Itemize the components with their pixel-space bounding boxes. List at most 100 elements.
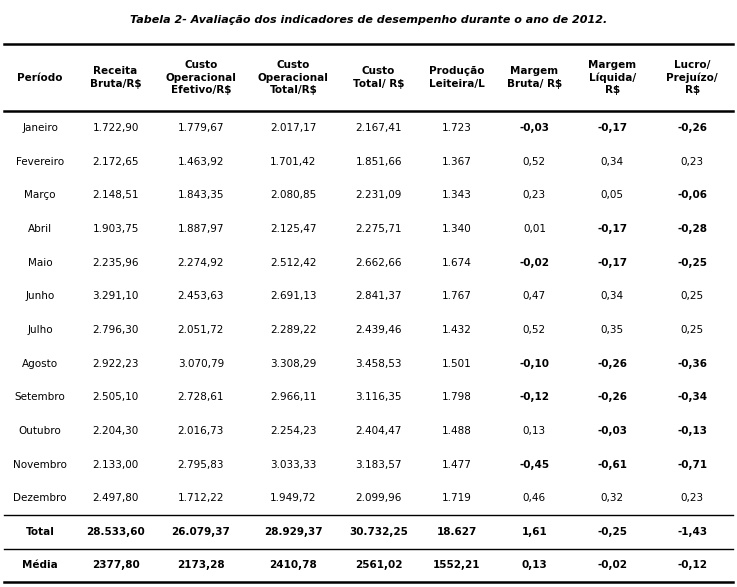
Text: 1.343: 1.343 [441,190,472,200]
Text: Custo
Operacional
Total/R$: Custo Operacional Total/R$ [258,60,329,95]
Text: 2.662,66: 2.662,66 [355,258,402,268]
Text: 30.732,25: 30.732,25 [349,527,408,537]
Text: -0,02: -0,02 [520,258,549,268]
Text: 2.017,17: 2.017,17 [270,123,317,133]
Text: 2.512,42: 2.512,42 [270,258,317,268]
Text: 2.125,47: 2.125,47 [270,224,317,234]
Text: 2.691,13: 2.691,13 [270,291,317,301]
Text: 0,13: 0,13 [523,426,546,436]
Text: -0,10: -0,10 [520,359,549,369]
Text: Média: Média [22,561,58,571]
Text: Novembro: Novembro [13,460,67,470]
Text: -0,26: -0,26 [597,359,627,369]
Text: 1.903,75: 1.903,75 [92,224,139,234]
Text: 3.033,33: 3.033,33 [270,460,317,470]
Text: 2.404,47: 2.404,47 [355,426,402,436]
Text: -0,12: -0,12 [677,561,708,571]
Text: 1.463,92: 1.463,92 [178,157,224,167]
Text: 26.079,37: 26.079,37 [172,527,230,537]
Text: 0,32: 0,32 [601,493,624,503]
Text: -1,43: -1,43 [677,527,708,537]
Text: 2.148,51: 2.148,51 [92,190,139,200]
Text: 1.367: 1.367 [441,157,472,167]
Text: 2.922,23: 2.922,23 [92,359,139,369]
Text: 0,47: 0,47 [523,291,546,301]
Text: 2.728,61: 2.728,61 [178,392,224,402]
Text: Dezembro: Dezembro [13,493,67,503]
Text: 1.488: 1.488 [441,426,472,436]
Text: 2173,28: 2173,28 [177,561,225,571]
Text: 0,23: 0,23 [681,493,704,503]
Text: 2377,80: 2377,80 [91,561,139,571]
Text: 2.254,23: 2.254,23 [270,426,317,436]
Text: 3.308,29: 3.308,29 [270,359,317,369]
Text: Outubro: Outubro [18,426,62,436]
Text: -0,71: -0,71 [677,460,708,470]
Text: 2.795,83: 2.795,83 [178,460,224,470]
Text: -0,28: -0,28 [677,224,708,234]
Text: 1.477: 1.477 [441,460,472,470]
Text: Julho: Julho [27,325,53,335]
Text: Período: Período [18,73,63,83]
Text: 1.949,72: 1.949,72 [270,493,317,503]
Text: -0,17: -0,17 [597,123,627,133]
Text: 0,46: 0,46 [523,493,546,503]
Text: 0,25: 0,25 [681,325,704,335]
Text: 3.183,57: 3.183,57 [355,460,402,470]
Text: 1.701,42: 1.701,42 [270,157,317,167]
Text: 0,52: 0,52 [523,325,546,335]
Text: 2.274,92: 2.274,92 [178,258,224,268]
Text: 0,52: 0,52 [523,157,546,167]
Text: Margem
Bruta/ R$: Margem Bruta/ R$ [507,66,562,89]
Text: 1.340: 1.340 [441,224,472,234]
Text: 2.080,85: 2.080,85 [270,190,317,200]
Text: 18.627: 18.627 [436,527,477,537]
Text: 3.116,35: 3.116,35 [355,392,402,402]
Text: Custo
Operacional
Efetivo/R$: Custo Operacional Efetivo/R$ [165,60,237,95]
Text: -0,12: -0,12 [520,392,549,402]
Text: 28.533,60: 28.533,60 [86,527,145,537]
Text: Setembro: Setembro [15,392,66,402]
Text: 0,05: 0,05 [601,190,624,200]
Text: 2.231,09: 2.231,09 [355,190,402,200]
Text: 1.779,67: 1.779,67 [178,123,224,133]
Text: -0,25: -0,25 [597,527,627,537]
Text: 2.497,80: 2.497,80 [92,493,139,503]
Text: 2.289,22: 2.289,22 [270,325,317,335]
Text: 1.887,97: 1.887,97 [178,224,224,234]
Text: 1.723: 1.723 [441,123,472,133]
Text: 0,35: 0,35 [601,325,624,335]
Text: -0,26: -0,26 [677,123,708,133]
Text: 1.722,90: 1.722,90 [92,123,139,133]
Text: -0,45: -0,45 [520,460,550,470]
Text: -0,17: -0,17 [597,258,627,268]
Text: -0,26: -0,26 [597,392,627,402]
Text: 28.929,37: 28.929,37 [264,527,323,537]
Text: 2.051,72: 2.051,72 [178,325,224,335]
Text: 2.275,71: 2.275,71 [355,224,402,234]
Text: Receita
Bruta/R$: Receita Bruta/R$ [90,66,142,89]
Text: 1.719: 1.719 [441,493,472,503]
Text: 1.851,66: 1.851,66 [355,157,402,167]
Text: Maio: Maio [28,258,52,268]
Text: Agosto: Agosto [22,359,58,369]
Text: 3.070,79: 3.070,79 [178,359,224,369]
Text: 2.099,96: 2.099,96 [355,493,402,503]
Text: -0,36: -0,36 [677,359,708,369]
Text: 0,34: 0,34 [601,291,624,301]
Text: Produção
Leiteira/L: Produção Leiteira/L [429,66,484,89]
Text: 2.841,37: 2.841,37 [355,291,402,301]
Text: Março: Março [24,190,56,200]
Text: 0,23: 0,23 [523,190,546,200]
Text: 2.453,63: 2.453,63 [178,291,224,301]
Text: Custo
Total/ R$: Custo Total/ R$ [353,66,405,89]
Text: 1.843,35: 1.843,35 [178,190,224,200]
Text: -0,03: -0,03 [520,123,549,133]
Text: -0,61: -0,61 [597,460,627,470]
Text: 1.674: 1.674 [441,258,472,268]
Text: 1.432: 1.432 [441,325,472,335]
Text: Janeiro: Janeiro [22,123,58,133]
Text: -0,34: -0,34 [677,392,708,402]
Text: Lucro/
Prejuízo/
R$: Lucro/ Prejuízo/ R$ [666,60,718,96]
Text: 2.235,96: 2.235,96 [92,258,139,268]
